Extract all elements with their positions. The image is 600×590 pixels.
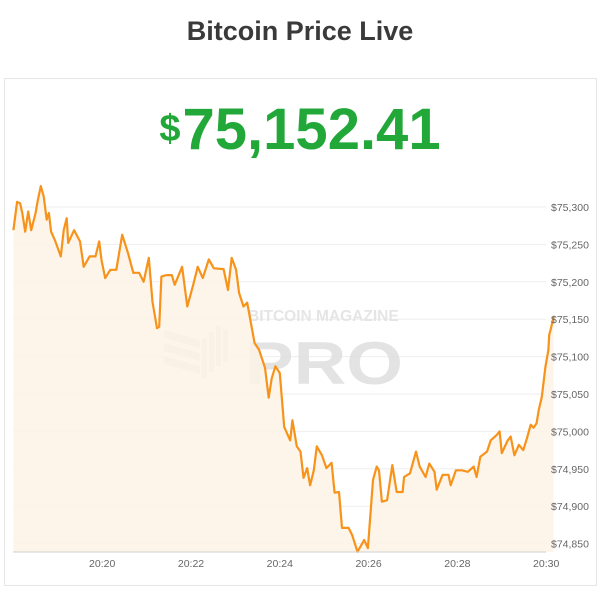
y-tick-label: $74,850 [551, 539, 589, 551]
x-tick-label: 20:22 [178, 558, 204, 570]
y-tick-label: $75,300 [551, 202, 589, 214]
watermark-top-text: BITCOIN MAGAZINE [248, 308, 399, 325]
page-title: Bitcoin Price Live [186, 16, 414, 46]
y-tick-label: $75,100 [551, 352, 589, 364]
x-tick-label: 20:30 [533, 558, 559, 570]
y-tick-label: $75,200 [551, 277, 589, 289]
x-tick-label: 20:28 [444, 558, 470, 570]
y-tick-label: $74,950 [551, 464, 589, 476]
x-axis-ticks: 20:20 20:22 20:24 20:26 20:28 20:30 [89, 558, 559, 570]
x-tick-label: 20:26 [355, 558, 381, 570]
price-line [12, 185, 555, 553]
chart-card [4, 78, 597, 586]
x-tick-label: 20:20 [89, 558, 115, 570]
y-tick-label: $75,000 [551, 426, 589, 438]
live-price: $75,152.41 [0, 96, 600, 163]
y-tick-label: $74,900 [551, 501, 589, 513]
price-area-fill [13, 186, 554, 552]
price-value: 75,152.41 [182, 97, 441, 162]
y-tick-label: $75,050 [551, 389, 589, 401]
watermark-main-text: PRO [245, 330, 403, 397]
y-axis-ticks: $75,300 $75,250 $75,200 $75,150 $75,100 $75,0… [551, 202, 589, 551]
y-tick-label: $75,150 [551, 314, 589, 326]
currency-symbol: $ [159, 108, 181, 150]
y-tick-label: $75,250 [551, 239, 589, 251]
x-tick-label: 20:24 [267, 558, 293, 570]
